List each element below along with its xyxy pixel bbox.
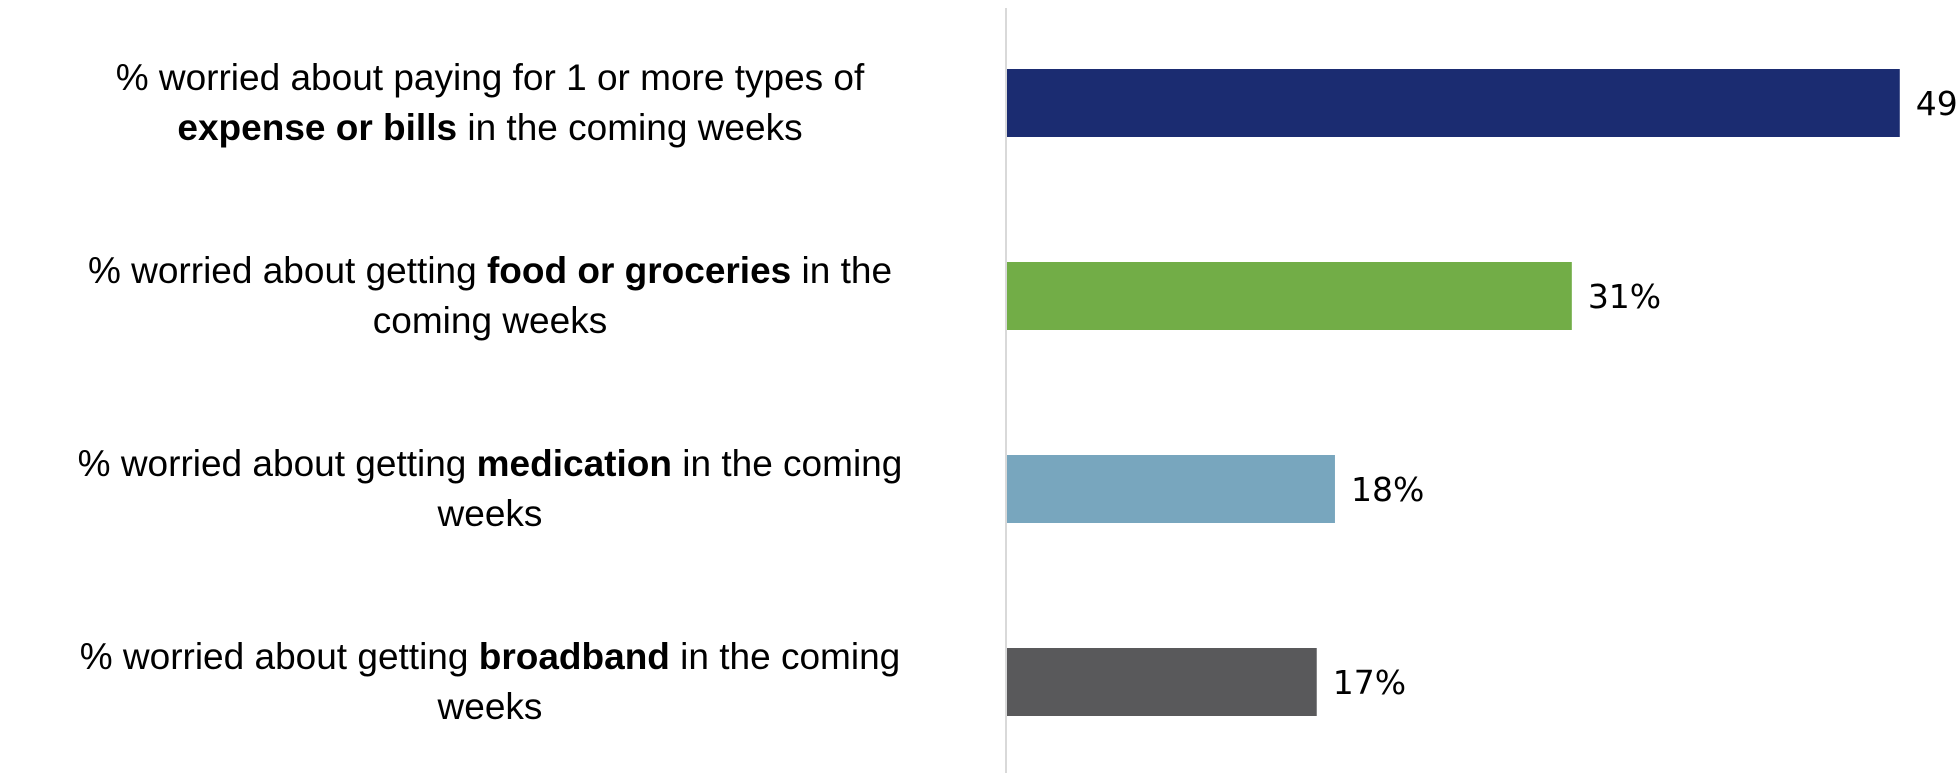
category-label-1: % worried about paying for 1 or more typ… (116, 57, 865, 148)
bar-3 (1007, 455, 1335, 523)
category-label-text: in the coming (670, 636, 900, 677)
category-label-text: in the coming (672, 443, 902, 484)
category-label-text: % worried about getting (88, 250, 487, 291)
value-label-2: 31% (1588, 277, 1661, 316)
category-label-emphasis: broadband (479, 636, 670, 677)
bar-2 (1007, 262, 1572, 330)
category-label-4: % worried about getting broadband in the… (80, 636, 901, 727)
category-label-text: in the (791, 250, 892, 291)
value-label-1: 49% (1916, 84, 1958, 123)
category-label-3: % worried about getting medication in th… (78, 443, 903, 534)
category-label-emphasis: food or groceries (487, 250, 791, 291)
bar-1 (1007, 69, 1900, 137)
bar-4 (1007, 648, 1317, 716)
value-label-3: 18% (1351, 470, 1424, 509)
category-label-2: % worried about getting food or grocerie… (88, 250, 892, 341)
category-label-text: coming weeks (373, 300, 607, 341)
category-label-text: weeks (437, 493, 543, 534)
category-label-text: % worried about getting (80, 636, 479, 677)
category-label-emphasis: expense or bills (177, 107, 457, 148)
category-label-text: weeks (437, 686, 543, 727)
category-label-text: % worried about getting (78, 443, 477, 484)
category-label-text: in the coming weeks (457, 107, 803, 148)
category-label-text: % worried about paying for 1 or more typ… (116, 57, 865, 98)
category-label-emphasis: medication (477, 443, 672, 484)
value-label-4: 17% (1333, 663, 1406, 702)
